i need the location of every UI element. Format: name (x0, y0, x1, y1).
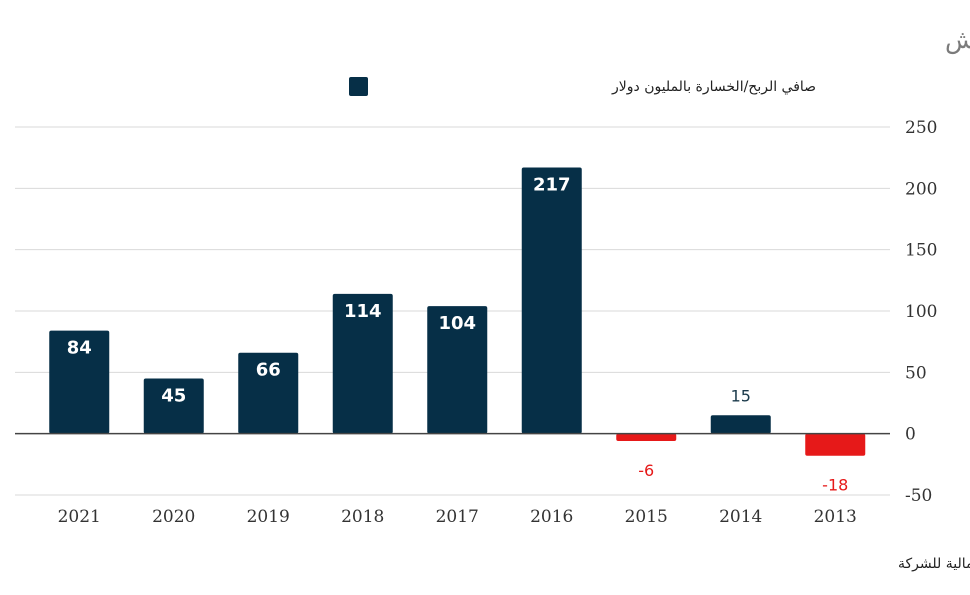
x-tick-label: 2016 (530, 507, 573, 527)
data-label: 217 (533, 174, 571, 195)
bar (143, 378, 204, 434)
x-tick-label: 2021 (58, 507, 101, 527)
y-tick-label: -50 (905, 486, 932, 506)
bar (332, 293, 393, 434)
y-tick-label: 200 (905, 179, 937, 199)
data-label: -6 (638, 461, 654, 480)
x-tick-label: 2019 (247, 507, 290, 527)
y-tick-label: 0 (905, 425, 916, 445)
data-label: 45 (161, 385, 186, 406)
bar (805, 433, 866, 456)
y-tick-label: 50 (905, 363, 927, 383)
y-axis-ticks: 250 200 150 100 50 0 -50 (905, 118, 937, 506)
bar (710, 415, 771, 434)
x-tick-label: 2020 (152, 507, 195, 527)
x-tick-label: 2013 (814, 507, 857, 527)
bar (521, 167, 582, 434)
bar (49, 330, 110, 434)
data-labels: 84 45 66 114 104 217 -6 15 -18 (67, 174, 849, 494)
data-label: 104 (438, 313, 476, 334)
data-label: 84 (67, 338, 92, 359)
legend-swatch (349, 77, 368, 96)
x-tick-label: 2015 (625, 507, 668, 527)
x-tick-label: 2017 (436, 507, 479, 527)
x-tick-label: 2018 (341, 507, 384, 527)
data-label: 114 (344, 301, 382, 322)
chart-title: تطور أرباح جي إف إتش (945, 22, 970, 55)
y-tick-label: 150 (905, 241, 937, 261)
x-axis-ticks: 2021 2020 2019 2018 2017 2016 2015 2014 2013 (58, 507, 857, 527)
x-tick-label: 2014 (719, 507, 762, 527)
bars (49, 167, 866, 456)
legend-label: صافي الربح/الخسارة بالمليون دولار (611, 79, 816, 95)
source-note: المصدر : القوائم المالية للشركة (898, 556, 970, 572)
y-tick-label: 250 (905, 118, 937, 138)
bar (616, 433, 677, 442)
data-label: 66 (256, 360, 281, 381)
data-label: -18 (822, 476, 848, 495)
bar (427, 306, 488, 434)
y-tick-label: 100 (905, 302, 937, 322)
data-label: 15 (731, 386, 751, 405)
bar (238, 352, 299, 434)
legend: صافي الربح/الخسارة بالمليون دولار (349, 77, 816, 96)
